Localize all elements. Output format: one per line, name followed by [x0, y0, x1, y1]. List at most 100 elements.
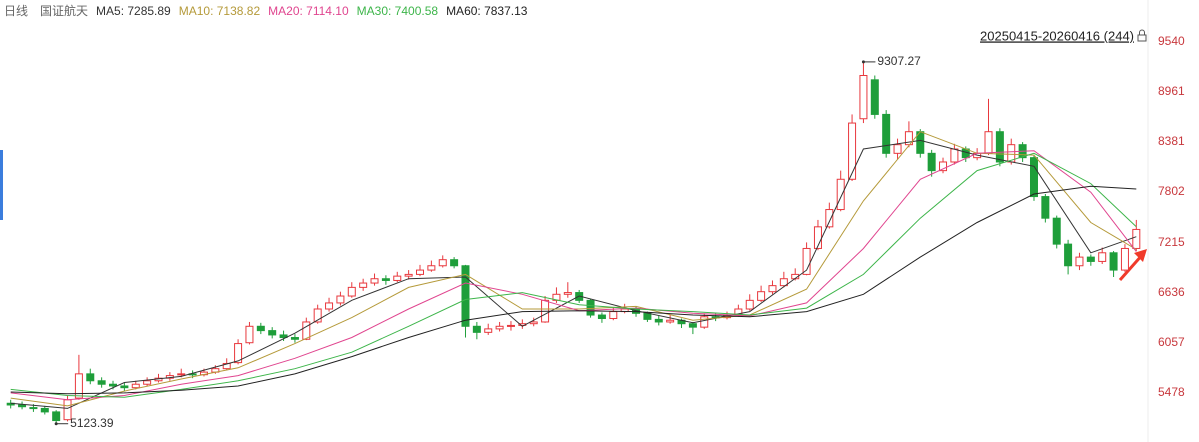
candle-body — [939, 161, 948, 172]
range-label[interactable]: 20250415-20260416 (244) — [980, 28, 1134, 43]
legend-entry: MA60: 7837.13 — [446, 4, 528, 18]
y-tick-label: 6636 — [1158, 285, 1185, 299]
candle-body — [666, 319, 675, 323]
candle-body — [768, 285, 777, 293]
legend-entry: MA10: 7138.82 — [179, 4, 261, 18]
candle-body — [995, 131, 1004, 163]
legend-entry: MA30: 7400.58 — [357, 4, 439, 18]
candle-body — [654, 318, 663, 323]
legend-entry: MA5: 7285.89 — [96, 4, 171, 18]
candle-body — [1075, 256, 1084, 267]
candle-body — [347, 286, 356, 297]
candle-body — [177, 373, 186, 376]
y-tick-label: 6057 — [1158, 335, 1185, 349]
candle-body — [779, 278, 788, 287]
ma-line — [10, 139, 1137, 409]
candle-body — [643, 312, 652, 320]
candle-body — [472, 325, 481, 333]
candle-body — [609, 311, 618, 320]
candle-body — [1132, 228, 1141, 249]
candle-body — [359, 282, 368, 288]
candle-body — [29, 407, 38, 410]
candle-body — [484, 328, 493, 333]
candle-body — [427, 265, 436, 271]
y-tick-label: 8381 — [1158, 134, 1185, 148]
candle-body — [302, 321, 311, 340]
candle-body — [86, 373, 95, 382]
candle-body — [848, 122, 857, 180]
lock-icon[interactable] — [1137, 29, 1147, 42]
candle-body — [370, 278, 379, 284]
candle-body — [461, 265, 470, 327]
candle-body — [6, 402, 15, 406]
candle-body — [256, 325, 265, 332]
candle-body — [109, 383, 118, 387]
y-tick-label: 5478 — [1158, 385, 1185, 399]
candle-body — [325, 302, 334, 310]
candle-body — [859, 74, 868, 120]
candle-body — [143, 380, 152, 385]
annotation-dot — [861, 60, 865, 64]
candle-body — [52, 411, 61, 422]
header: 日线 国证航天 — [4, 3, 88, 18]
candle-body — [950, 148, 959, 163]
y-tick-label: 9540 — [1158, 34, 1185, 48]
legend-entry: MA20: 7114.10 — [268, 4, 349, 18]
candle-body — [984, 131, 993, 154]
candle-body — [336, 295, 345, 304]
candle-body — [40, 407, 49, 413]
annotation-label: 9307.27 — [877, 54, 921, 68]
candle-body — [757, 291, 766, 301]
candle-body — [882, 113, 891, 154]
candle-body — [1120, 247, 1129, 271]
candle-body — [745, 299, 754, 310]
candle-body — [268, 330, 277, 336]
ma-line — [10, 152, 1137, 398]
candle-body — [1064, 243, 1073, 267]
candle-body — [450, 259, 459, 267]
chart-title: 国证航天 — [40, 3, 88, 18]
candle-body — [74, 373, 83, 399]
trend-arrow-head — [1134, 249, 1147, 262]
annotation-label: 5123.39 — [70, 416, 114, 430]
candle-body — [1041, 196, 1050, 219]
candle-body — [927, 152, 936, 172]
candle-body — [688, 323, 697, 328]
candle-body — [438, 259, 447, 267]
y-tick-label: 7802 — [1158, 184, 1185, 198]
candle-body — [904, 131, 913, 146]
candle-body — [245, 325, 254, 344]
candle-body — [313, 308, 322, 323]
lock-body — [1137, 34, 1147, 42]
y-tick-label: 8961 — [1158, 84, 1185, 98]
candle-body — [1029, 157, 1038, 198]
candle-body — [393, 275, 402, 281]
lock-shackle — [1139, 29, 1145, 35]
candle-body — [825, 209, 834, 228]
candle-body — [416, 269, 425, 275]
side-tab — [0, 150, 3, 220]
candle-body — [18, 404, 27, 408]
candle-body — [597, 314, 606, 320]
candles — [6, 61, 1141, 424]
candle-body — [120, 385, 129, 389]
candle-body — [1098, 252, 1107, 262]
candle-body — [563, 292, 572, 295]
candle-body — [495, 325, 504, 330]
trend-arrow — [1118, 253, 1145, 281]
candle-body — [131, 383, 140, 389]
candle-body — [1086, 256, 1095, 262]
ma-line — [10, 185, 1137, 395]
candle-body — [234, 343, 243, 364]
candle-body — [700, 316, 709, 328]
candle-body — [1052, 217, 1061, 245]
candle-body — [506, 324, 515, 327]
candle-body — [870, 79, 879, 115]
annotation-dot — [54, 422, 58, 426]
candle-body — [222, 362, 231, 370]
candle-body — [290, 337, 299, 340]
candle-body — [893, 144, 902, 154]
candle-body — [586, 299, 595, 316]
